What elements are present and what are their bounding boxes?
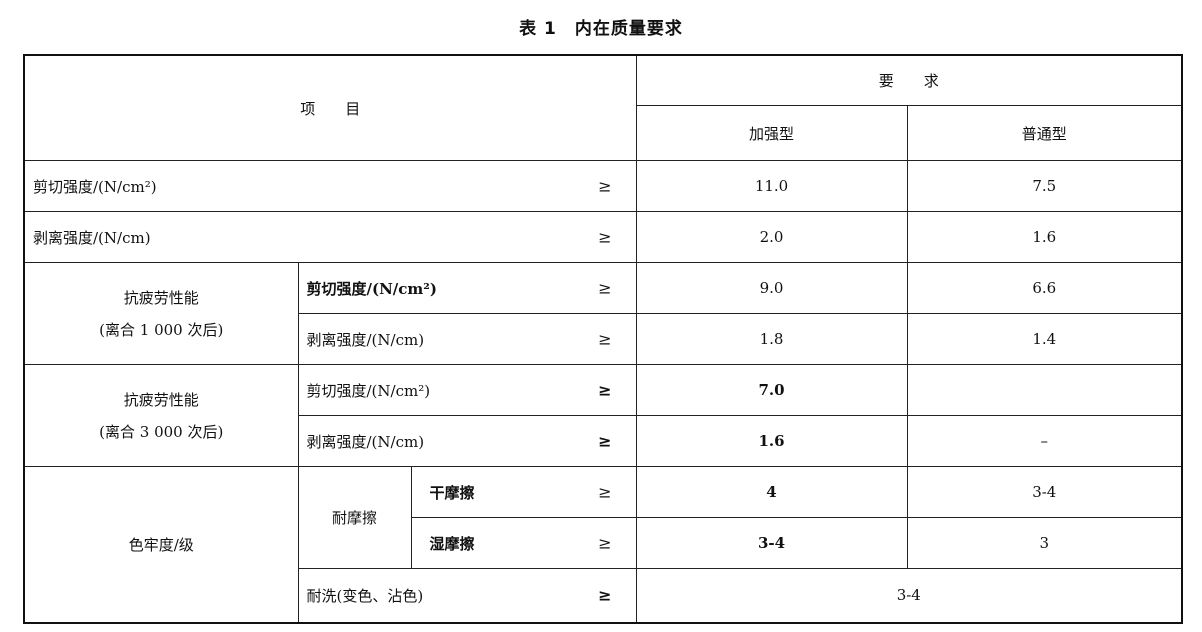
table-row: 耐洗(变色、沾色) ≥ 3-4 bbox=[24, 568, 1183, 623]
group-label: 抗疲劳性能 (离合 3 000 次后) bbox=[23, 364, 299, 467]
row-label: 干摩擦 ≥ bbox=[410, 466, 637, 518]
row-label: 剪切强度/(N/cm²) ≥ bbox=[297, 364, 637, 416]
cell-ordinary: 3-4 bbox=[906, 466, 1183, 518]
cell-reinforced: 7.0 bbox=[635, 364, 908, 416]
row-label: 剥离强度/(N/cm) ≥ bbox=[23, 211, 637, 263]
table-row: 色牢度/级 耐摩擦 干摩擦 ≥ 4 3-4 bbox=[23, 466, 1183, 623]
cell-reinforced: 1.6 bbox=[635, 415, 908, 467]
quality-requirements-table: 项 目 要 求 加强型 普通型 剪切强度/(N/cm²) ≥ 11.0 7.5 剥… bbox=[23, 54, 1184, 624]
row-label: 耐洗(变色、沾色) ≥ bbox=[297, 568, 637, 623]
cell-ordinary: 1.4 bbox=[906, 313, 1183, 365]
header-item: 项 目 bbox=[23, 54, 637, 161]
cell-reinforced: 11.0 bbox=[635, 160, 908, 212]
cell-ordinary: – bbox=[906, 415, 1183, 467]
cell-ordinary bbox=[906, 364, 1183, 416]
cell-reinforced: 4 bbox=[635, 466, 908, 518]
row-label: 剪切强度/(N/cm²) ≥ bbox=[297, 262, 637, 314]
cell-ordinary: 6.6 bbox=[906, 262, 1183, 314]
header-reinforced: 加强型 bbox=[635, 105, 908, 161]
header-ordinary: 普通型 bbox=[906, 105, 1183, 161]
cell-ordinary: 7.5 bbox=[906, 160, 1183, 212]
table-title: 表 1 内在质量要求 bbox=[519, 19, 683, 39]
cell-ordinary: 1.6 bbox=[906, 211, 1183, 263]
header-requirement: 要 求 bbox=[635, 54, 1183, 106]
group-label: 色牢度/级 bbox=[23, 466, 299, 623]
table-row: 剥离强度/(N/cm) ≥ 1.6 – bbox=[24, 415, 1183, 467]
row-label: 剥离强度/(N/cm) ≥ bbox=[297, 313, 637, 365]
table-row: 抗疲劳性能 (离合 1 000 次后) 剪切强度/(N/cm²) ≥ 9.0 6.6 bbox=[23, 262, 1183, 365]
cell-reinforced: 1.8 bbox=[635, 313, 908, 365]
subgroup-label: 耐摩擦 bbox=[297, 466, 412, 569]
cell-reinforced: 3-4 bbox=[635, 517, 908, 569]
table-row: 剥离强度/(N/cm) ≥ 1.8 1.4 bbox=[24, 313, 1183, 365]
cell-reinforced: 9.0 bbox=[635, 262, 908, 314]
row-label: 剪切强度/(N/cm²) ≥ bbox=[23, 160, 637, 212]
cell-merged-value: 3-4 bbox=[635, 568, 1183, 623]
table-row: 剥离强度/(N/cm) ≥ 2.0 1.6 bbox=[23, 211, 1183, 263]
cell-ordinary: 3 bbox=[906, 517, 1183, 569]
table-row: 抗疲劳性能 (离合 3 000 次后) 剪切强度/(N/cm²) ≥ 7.0 bbox=[23, 364, 1183, 467]
row-label: 湿摩擦 ≥ bbox=[410, 517, 637, 569]
group-label: 抗疲劳性能 (离合 1 000 次后) bbox=[23, 262, 299, 365]
table-row: 剪切强度/(N/cm²) ≥ 11.0 7.5 bbox=[23, 160, 1183, 212]
row-label: 剥离强度/(N/cm) ≥ bbox=[297, 415, 637, 467]
cell-reinforced: 2.0 bbox=[635, 211, 908, 263]
